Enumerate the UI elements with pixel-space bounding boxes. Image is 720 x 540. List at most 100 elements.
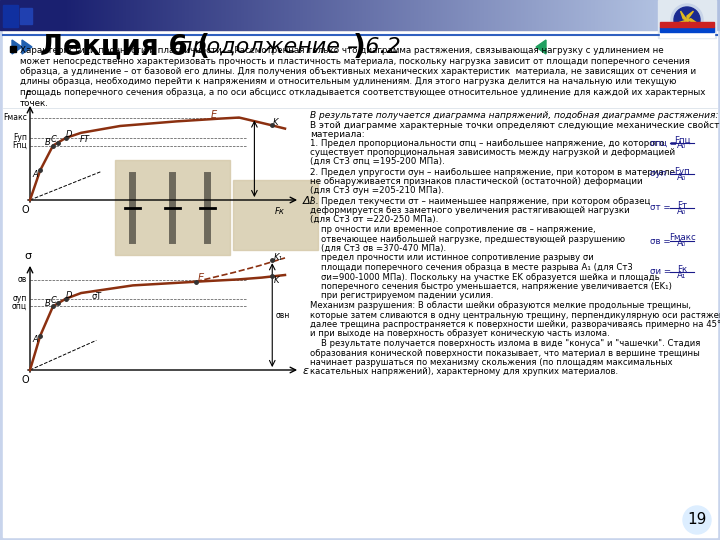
Bar: [539, 0, 540, 30]
Bar: [222, 0, 223, 30]
Bar: [655, 0, 720, 30]
Bar: [586, 0, 587, 30]
Bar: [218, 0, 219, 30]
Bar: [455, 0, 456, 30]
Bar: [409, 0, 410, 30]
Text: В результате получается диаграмма напряжений, подобная диаграмме растяжения:: В результате получается диаграмма напряж…: [310, 111, 719, 120]
Bar: [454, 0, 455, 30]
Bar: [612, 0, 613, 30]
Bar: [370, 0, 371, 30]
Bar: [583, 0, 584, 30]
Bar: [66, 0, 67, 30]
Bar: [212, 0, 213, 30]
Bar: [469, 0, 470, 30]
Bar: [432, 0, 433, 30]
Bar: [239, 0, 240, 30]
Bar: [610, 0, 611, 30]
Bar: [636, 0, 637, 30]
Bar: [608, 0, 609, 30]
Bar: [237, 0, 238, 30]
Bar: [436, 0, 437, 30]
Bar: [572, 0, 573, 30]
Text: далее трещина распространяется к поверхности шейки, разворачиваясь примерно на 4: далее трещина распространяется к поверхн…: [310, 320, 720, 329]
Polygon shape: [680, 11, 687, 20]
Bar: [424, 0, 425, 30]
Bar: [367, 0, 368, 30]
Bar: [406, 0, 407, 30]
Bar: [634, 0, 635, 30]
Bar: [98, 0, 99, 30]
Bar: [579, 0, 580, 30]
Bar: [477, 0, 478, 30]
Bar: [500, 0, 501, 30]
Bar: [166, 0, 167, 30]
Bar: [315, 0, 316, 30]
Bar: [129, 0, 130, 30]
Text: K₁: K₁: [274, 253, 283, 262]
Bar: [330, 0, 331, 30]
Bar: [415, 0, 416, 30]
Bar: [660, 22, 714, 27]
Bar: [502, 0, 503, 30]
Bar: [535, 0, 536, 30]
Bar: [87, 0, 88, 30]
Bar: [547, 0, 548, 30]
Bar: [578, 0, 579, 30]
Polygon shape: [677, 20, 687, 23]
Bar: [376, 0, 377, 30]
Bar: [130, 0, 131, 30]
Bar: [336, 0, 337, 30]
Bar: [346, 0, 347, 30]
Bar: [334, 0, 335, 30]
Bar: [637, 0, 638, 30]
Bar: [352, 0, 353, 30]
Bar: [202, 0, 203, 30]
Bar: [198, 0, 199, 30]
Bar: [471, 0, 472, 30]
Text: начинает разрушаться по механизму скольжения (по площадям максимальных: начинает разрушаться по механизму скольж…: [310, 358, 672, 367]
Bar: [400, 0, 401, 30]
Bar: [207, 0, 208, 30]
Text: которые затем сливаются в одну центральную трещину, перпендикулярную оси растяже: которые затем сливаются в одну центральн…: [310, 310, 720, 320]
Text: O: O: [21, 375, 29, 385]
Bar: [614, 0, 615, 30]
Bar: [363, 0, 364, 30]
Bar: [100, 0, 101, 30]
Bar: [488, 0, 489, 30]
Bar: [134, 0, 135, 30]
Bar: [287, 0, 288, 30]
Bar: [566, 0, 567, 30]
Bar: [642, 0, 643, 30]
Bar: [561, 0, 562, 30]
Bar: [507, 0, 508, 30]
Bar: [387, 0, 388, 30]
Bar: [351, 0, 352, 30]
Bar: [206, 0, 207, 30]
Bar: [571, 0, 572, 30]
Bar: [78, 0, 79, 30]
Bar: [341, 0, 342, 30]
Bar: [523, 0, 524, 30]
Bar: [147, 0, 148, 30]
Bar: [490, 0, 491, 30]
Bar: [420, 0, 421, 30]
Bar: [651, 0, 652, 30]
Bar: [562, 0, 563, 30]
Bar: [626, 0, 627, 30]
Bar: [282, 0, 283, 30]
Text: σ: σ: [24, 251, 32, 261]
Bar: [189, 0, 190, 30]
Bar: [326, 0, 327, 30]
Bar: [398, 0, 399, 30]
Bar: [587, 0, 588, 30]
Bar: [136, 0, 137, 30]
Bar: [247, 0, 248, 30]
Text: FТ: FТ: [80, 135, 90, 144]
Bar: [171, 0, 172, 30]
Bar: [647, 0, 648, 30]
Text: A₀: A₀: [678, 240, 687, 248]
Text: D: D: [66, 291, 72, 300]
Bar: [127, 0, 128, 30]
Bar: [273, 0, 274, 30]
Bar: [638, 0, 639, 30]
